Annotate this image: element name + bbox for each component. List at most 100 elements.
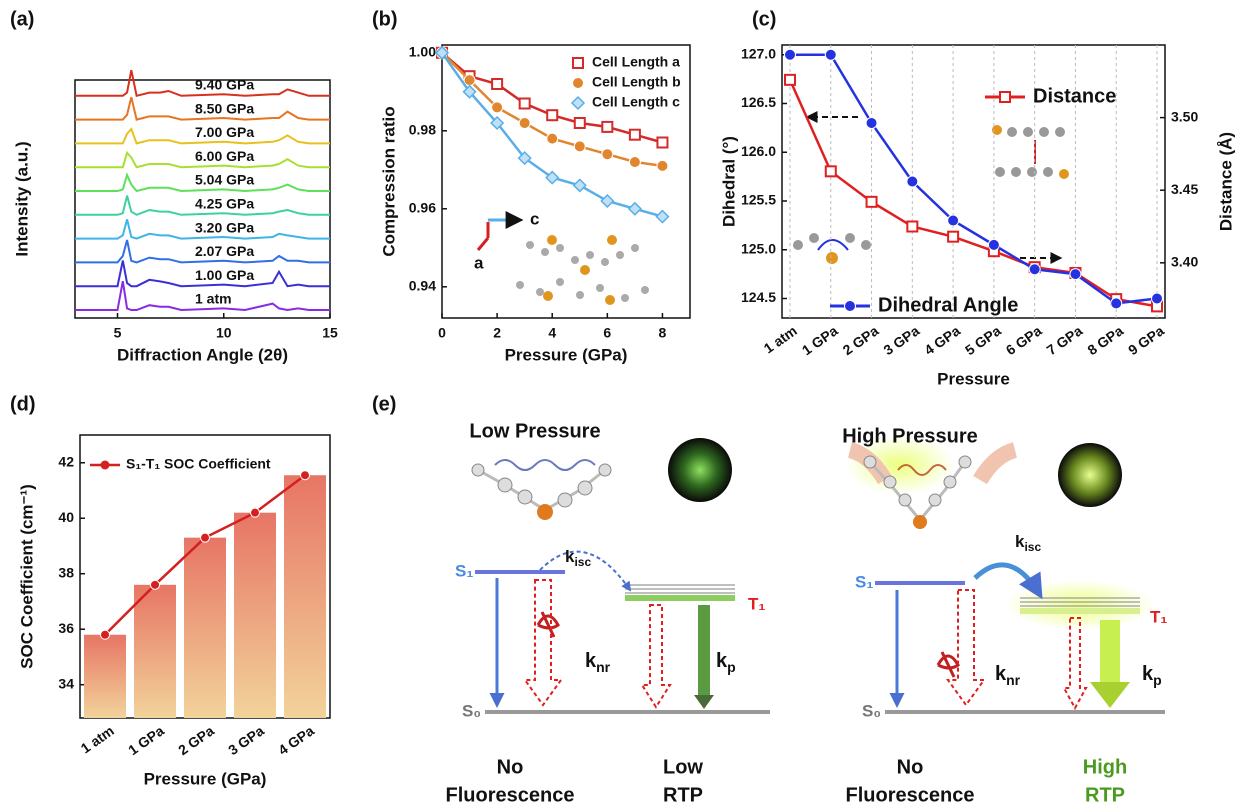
scheme-title: High Pressure	[842, 425, 978, 447]
outcome: Fluorescence	[446, 784, 575, 806]
panel-label: (b)	[372, 8, 398, 30]
rate-sub: p	[727, 659, 736, 675]
marker	[999, 91, 1011, 103]
state-label: S₀	[462, 701, 481, 720]
marker	[628, 128, 641, 141]
legend-label: 2.07 GPa	[195, 243, 254, 259]
y-tick-label: 40	[58, 509, 74, 525]
state-label: S₁	[455, 561, 473, 580]
marker	[572, 57, 584, 69]
marker	[1069, 268, 1082, 281]
rate-sub: nr	[596, 659, 611, 675]
x-axis-label: Diffraction Angle (2θ)	[117, 345, 288, 364]
scheme-graphics	[471, 435, 1165, 714]
x-tick-label: 2 GPa	[175, 722, 217, 758]
marker	[865, 195, 878, 208]
y-tick-label: 1.00	[409, 44, 436, 60]
plot-frame	[781, 44, 1166, 319]
trace	[75, 219, 330, 240]
legend-label: Distance	[1033, 85, 1116, 107]
marker	[463, 74, 476, 87]
x-tick-label: 8 GPa	[1084, 322, 1126, 358]
trace	[75, 281, 330, 312]
rate-label: knr	[995, 663, 1021, 687]
crystal-inset: c a	[474, 209, 649, 305]
marker	[906, 220, 919, 233]
marker	[947, 214, 960, 227]
rate-label: kp	[1142, 663, 1162, 687]
marker	[1151, 292, 1163, 305]
plot-frame	[74, 79, 331, 319]
marker	[150, 579, 160, 590]
legend-label: 9.40 GPa	[195, 77, 254, 93]
panel-label: (d)	[10, 393, 36, 415]
x-tick-label: 4 GPa	[275, 722, 317, 758]
panel-label: (c)	[752, 8, 776, 30]
rate-main: k	[1015, 532, 1025, 551]
marker	[906, 175, 919, 188]
legend-marker	[100, 460, 110, 470]
trace	[75, 239, 330, 264]
marker	[865, 117, 878, 129]
x-tick-label: 1 GPa	[799, 322, 841, 358]
x-tick-label: 2 GPa	[840, 322, 882, 358]
x-tick-label: 7 GPa	[1044, 322, 1086, 358]
y-tick-label: 125.5	[741, 192, 776, 208]
y-tick-label: 0.98	[409, 122, 436, 138]
x-tick-label: 1 atm	[78, 722, 117, 756]
trace	[75, 127, 330, 145]
marker	[844, 300, 856, 312]
trace	[75, 172, 330, 193]
x-tick-label: 15	[322, 325, 338, 341]
bar	[134, 584, 176, 718]
marker	[784, 73, 796, 86]
y-axis-label: Compression ratio	[379, 106, 398, 256]
marker	[572, 77, 584, 89]
marker	[601, 120, 614, 133]
trace	[75, 260, 330, 288]
marker	[491, 78, 504, 90]
marker	[601, 148, 614, 161]
marker	[947, 230, 960, 243]
y-tick-label: 42	[58, 453, 74, 469]
rate-sub: isc	[1024, 540, 1041, 554]
rate-label: kisc	[1015, 532, 1041, 554]
outcome: RTP	[1085, 784, 1125, 806]
marker	[600, 193, 615, 209]
x-axis-label: Pressure (GPa)	[144, 769, 267, 788]
panel-labels: (a) (b) (c) (d) (e)	[10, 8, 776, 415]
x-tick-label: 4	[548, 325, 556, 341]
legend-label: Dihedral Angle	[878, 294, 1018, 316]
marker	[987, 238, 1000, 251]
rate-label: kisc	[565, 547, 591, 569]
legend-label: 8.50 GPa	[195, 100, 254, 116]
bar	[234, 512, 276, 718]
marker	[1110, 297, 1123, 310]
trace	[75, 195, 330, 216]
marker	[573, 140, 586, 153]
y2-tick-label: 3.45	[1171, 181, 1198, 197]
x-tick-label: 0	[438, 325, 446, 341]
marker	[200, 532, 210, 543]
state-label: S₁	[855, 572, 873, 591]
y-tick-label: 38	[58, 564, 74, 580]
rate-label: kp	[716, 650, 736, 674]
y2-axis-label: Distance (Å)	[1216, 132, 1235, 231]
x-axis-label: Pressure (GPa)	[505, 345, 628, 364]
x-tick-label: 10	[216, 325, 232, 341]
panel-label: (a)	[10, 8, 34, 30]
x-tick-label: 8	[659, 325, 667, 341]
marker	[100, 629, 110, 640]
x-tick-label: 3 GPa	[225, 722, 267, 758]
outcome: No	[497, 756, 524, 778]
y-tick-label: 0.94	[409, 278, 436, 294]
y-axis-label: SOC Coefficient (cm⁻¹)	[17, 484, 36, 669]
marker	[545, 170, 560, 185]
outcome: No	[897, 756, 924, 778]
y-tick-label: 125.0	[741, 240, 776, 256]
series-line	[790, 53, 1158, 305]
rate-sub: nr	[1006, 672, 1021, 688]
marker	[517, 151, 532, 166]
marker	[518, 117, 531, 129]
